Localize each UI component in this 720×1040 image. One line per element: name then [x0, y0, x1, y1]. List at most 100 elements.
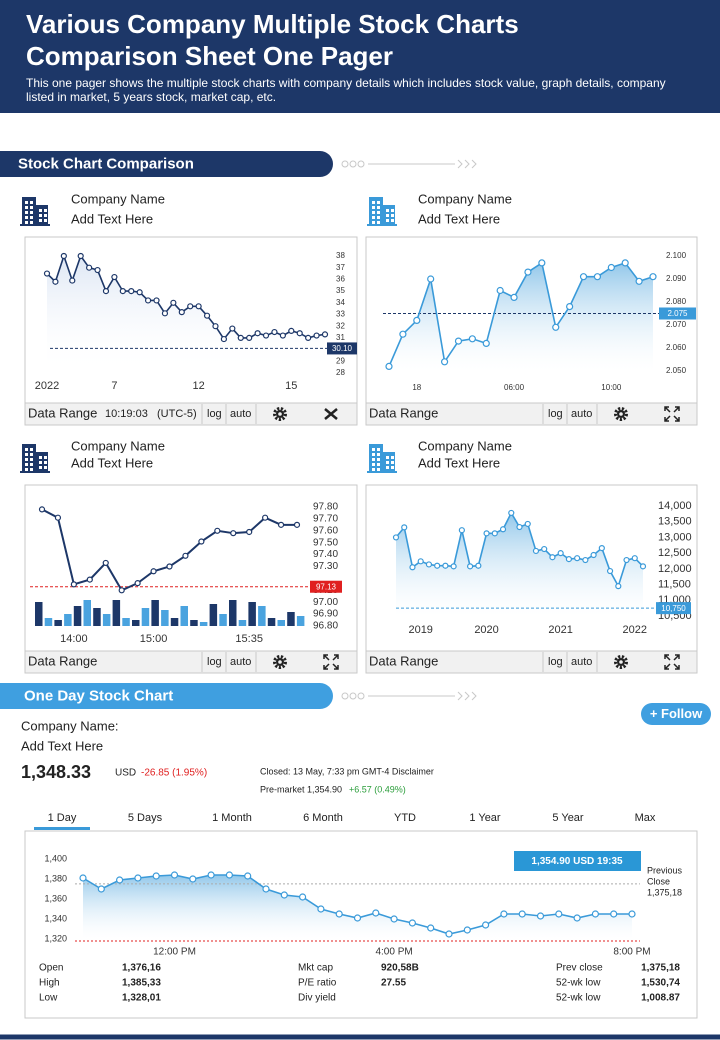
y-tick-label: 31: [336, 333, 345, 342]
x-tick-label: 06:00: [504, 383, 525, 392]
period-tab[interactable]: 5 Days: [128, 812, 163, 824]
y-tick-label: 11,500: [658, 578, 691, 590]
follow-button[interactable]: [641, 703, 711, 725]
period-tab[interactable]: 1 Year: [469, 812, 501, 824]
point: [313, 332, 320, 339]
period-tab[interactable]: 1 Month: [212, 812, 252, 824]
y-tick-label: 37: [336, 263, 345, 272]
point: [508, 509, 515, 517]
point: [565, 556, 573, 563]
point: [454, 337, 463, 345]
company-text: Add Text Here: [418, 455, 500, 470]
x-tick-label: 12: [193, 380, 205, 392]
point: [538, 259, 546, 267]
point: [639, 563, 647, 570]
log-toggle[interactable]: log: [207, 656, 222, 668]
icon-part: [369, 444, 383, 472]
auto-toggle[interactable]: auto: [230, 656, 251, 668]
point: [549, 554, 556, 561]
period-tab[interactable]: Max: [635, 812, 656, 824]
icon-window: [377, 463, 380, 466]
expand-icon: [323, 654, 339, 670]
auto-toggle[interactable]: auto: [571, 656, 592, 668]
y-tick-label: 97.80: [313, 502, 338, 513]
x-tick-label: 14:00: [60, 633, 88, 645]
reference-label: 97.13: [316, 582, 337, 591]
point: [408, 919, 416, 927]
icon-window: [30, 463, 33, 466]
point: [468, 335, 476, 343]
icon-window: [386, 219, 389, 222]
icon-window: [372, 221, 375, 224]
company-text: Add Text Here: [71, 455, 153, 470]
point: [279, 332, 286, 339]
point: [244, 872, 252, 880]
decoration: [341, 159, 477, 701]
company-text: Add Text Here: [21, 738, 103, 753]
icon-window: [377, 216, 380, 219]
y-tick-label: 97.70: [313, 514, 338, 525]
section-pill: [0, 683, 333, 709]
gear-icon[interactable]: [614, 407, 628, 421]
point: [440, 358, 449, 366]
point: [467, 563, 474, 570]
log-toggle[interactable]: log: [207, 408, 222, 420]
follow-label[interactable]: + Follow: [650, 706, 703, 721]
volume-bar: [258, 606, 266, 626]
point: [94, 266, 101, 274]
y-tick-label: 96.80: [313, 621, 338, 632]
icon-window: [391, 219, 394, 222]
y-tick-label: 2.050: [666, 366, 687, 375]
volume-bar: [199, 622, 208, 626]
y-tick-label: 2.060: [666, 343, 687, 352]
auto-toggle[interactable]: auto: [230, 408, 251, 420]
icon-window: [39, 466, 42, 469]
period-tab[interactable]: YTD: [394, 812, 416, 824]
building-icon: [367, 444, 397, 473]
auto-toggle[interactable]: auto: [571, 408, 592, 420]
gear-icon[interactable]: [614, 655, 628, 669]
volume-bar: [180, 606, 188, 626]
callout-box: [514, 851, 641, 871]
period-tab[interactable]: 6 Month: [303, 812, 343, 824]
stat-label: Mkt cap: [298, 963, 333, 974]
icon-window: [391, 456, 394, 459]
x-tick-label: 2022: [35, 380, 59, 392]
point: [246, 528, 253, 536]
period-tab[interactable]: 5 Year: [552, 812, 584, 824]
y-tick-label: 32: [336, 321, 345, 330]
point: [607, 263, 615, 272]
volume-bar: [93, 608, 101, 626]
point: [153, 297, 160, 304]
volume-bar: [83, 600, 91, 626]
expand-icon: [324, 408, 338, 420]
x-tick-label: 2022: [623, 624, 647, 636]
point: [582, 556, 589, 564]
point: [335, 910, 343, 918]
stat-value: 920,58B: [381, 963, 419, 974]
point: [280, 891, 288, 899]
volume-bar: [35, 602, 43, 626]
volume-bar: [248, 602, 256, 626]
building-icon: [20, 197, 50, 226]
point: [427, 275, 435, 283]
point: [390, 915, 398, 923]
point: [631, 555, 638, 562]
expand-icon: [664, 406, 680, 422]
point: [262, 885, 270, 893]
company-name: Company Name: [418, 438, 512, 453]
point: [305, 334, 312, 341]
volume-bar: [112, 600, 121, 626]
gear-icon[interactable]: [273, 655, 287, 669]
icon-window: [386, 214, 389, 217]
y-tick-label: 1,380: [44, 873, 67, 883]
log-toggle[interactable]: log: [548, 408, 563, 420]
line: [46, 253, 326, 341]
gear-icon[interactable]: [273, 407, 287, 421]
point: [293, 521, 301, 528]
previous-close-note: Close: [647, 876, 670, 886]
period-tab[interactable]: 1 Day: [48, 812, 77, 824]
icon-window: [391, 214, 394, 217]
icon-window: [377, 206, 380, 209]
log-toggle[interactable]: log: [548, 656, 563, 668]
